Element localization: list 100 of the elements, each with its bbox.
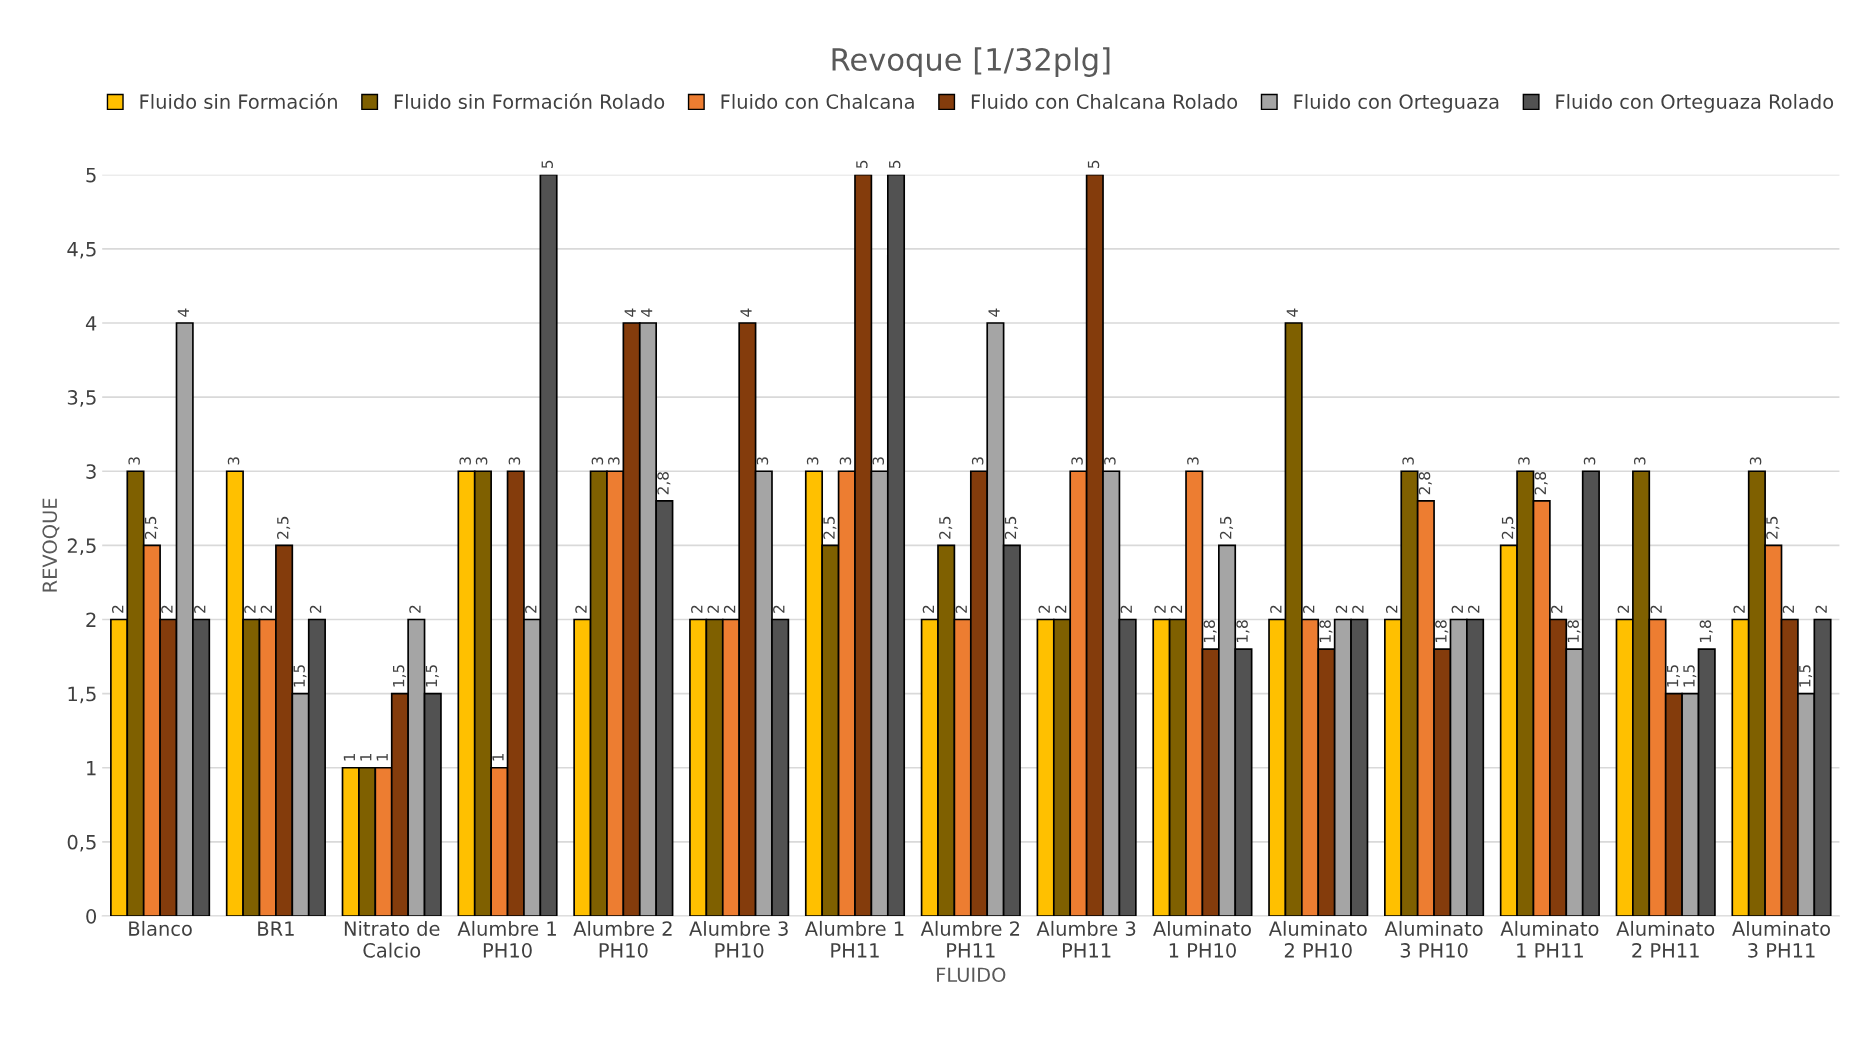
x-tick-label: Blanco [129,920,192,936]
data-label: 1,5 [293,665,307,687]
data-label: 2,5 [1501,516,1515,539]
data-label: 4 [177,308,189,317]
data-label: 2 [922,605,934,613]
data-label: 1,8 [1236,620,1250,642]
data-label: 2 [525,605,537,613]
data-label: 1 [492,753,504,761]
data-label: 1,8 [1699,620,1713,642]
data-label: 2,5 [1766,516,1780,539]
data-label: 1,5 [1666,665,1680,687]
data-label: 1,5 [1799,665,1813,687]
y-tick-label: 3 [86,464,96,479]
data-label: 3 [1104,457,1116,465]
data-label: 2 [1120,605,1132,613]
x-axis-title: FLUIDO [937,967,1006,983]
data-label: 4 [740,308,752,317]
data-label: 5 [889,160,901,168]
data-label: 2 [193,605,206,613]
data-label: 2 [1815,605,1827,613]
chart-title: Revoque [1/32plg] [832,47,1110,77]
y-tick-label: 2 [86,612,96,627]
data-label: 2 [260,605,272,613]
data-label: 4 [988,308,1000,317]
data-label: 3 [1518,457,1530,465]
data-label: 1,5 [393,665,406,687]
data-label: 4 [624,308,636,317]
y-tick-label: 5 [86,167,96,183]
data-label: 3 [971,457,984,465]
data-label: 2 [1054,605,1067,613]
data-label: 2,8 [1534,472,1548,495]
data-label: 2 [1782,605,1794,613]
data-label: 1,8 [1435,620,1449,642]
data-label: 3 [1071,457,1083,465]
x-tick-label: Aluminato 1 PH11 [1500,920,1599,958]
data-label: 1 [360,753,372,761]
data-label: 2 [161,605,173,613]
data-label: 2 [1154,605,1166,613]
data-label: 3 [872,457,885,465]
x-tick-label: Alumbre 1 PH10 [457,920,556,958]
data-label: 1,5 [1683,665,1697,687]
x-tick-label: Alumbre 3 PH11 [1036,920,1136,958]
x-tick-label: BR1 [258,921,294,936]
data-label: 3 [1583,457,1596,465]
y-tick-label: 1,5 [68,686,96,704]
x-tick-label: Aluminato 2 PH11 [1616,920,1715,958]
data-label: 1,8 [1203,620,1217,642]
legend-label: Fluido sin Formación Rolado [394,93,665,109]
data-label: 2 [1335,605,1348,613]
y-tick-label: 0,5 [67,834,96,852]
data-label: 3 [756,457,769,465]
y-tick-label: 0 [86,908,97,924]
data-label: 2,5 [1004,516,1018,539]
data-label: 3 [608,457,620,465]
data-label: 2 [955,605,967,613]
data-label: 3 [128,457,140,465]
y-tick-label: 2,5 [67,538,96,556]
data-label: 2 [111,605,124,613]
data-label: 4 [641,308,653,317]
data-label: 2 [1352,605,1364,613]
x-tick-label: Nitrato de Calcio [344,920,440,958]
data-label: 3 [1402,457,1414,465]
data-label: 3 [227,457,240,465]
x-tick-label: Aluminato 2 PH10 [1268,920,1367,958]
data-label: 2 [309,605,322,613]
x-tick-label: Aluminato 3 PH11 [1732,920,1831,958]
y-axis-title: REVOQUE [42,498,60,592]
data-label: 2 [707,605,719,613]
data-label: 1,8 [1319,620,1333,642]
data-label: 2 [244,605,256,613]
data-label: 2,5 [144,516,158,539]
data-label: 1,8 [1567,620,1581,642]
data-label: 3 [459,457,471,465]
data-label: 2,8 [657,472,671,495]
data-label: 1 [376,753,388,761]
x-tick-label: Aluminato 3 PH10 [1384,920,1483,958]
legend-label: Fluido con Chalcana [721,93,914,109]
data-label: 2,8 [1418,472,1432,495]
x-tick-label: Alumbre 2 PH10 [573,920,672,958]
data-label: 3 [1187,457,1199,465]
data-label: 3 [1633,457,1646,465]
data-label: 2 [1385,605,1398,613]
data-label: 2 [691,605,703,613]
data-label: 3 [806,457,819,465]
data-label: 1,5 [425,665,439,687]
data-label: 2,5 [823,516,837,539]
data-label: 2 [1550,605,1563,613]
data-label: 3 [475,457,488,465]
data-label: 2 [409,605,421,613]
legend-label: Fluido con Orteguaza Rolado [1556,93,1834,113]
data-label: 2 [1170,605,1183,613]
data-label: 2 [1617,605,1629,613]
data-label: 2 [1302,605,1315,613]
data-label: 3 [508,457,521,465]
y-tick-label: 4,5 [67,242,96,259]
data-label: 5 [856,160,868,168]
data-label: 3 [839,457,852,465]
data-label: 2,5 [1219,516,1234,539]
data-label: 5 [1087,160,1100,168]
x-tick-label: Alumbre 1 PH11 [804,920,904,958]
